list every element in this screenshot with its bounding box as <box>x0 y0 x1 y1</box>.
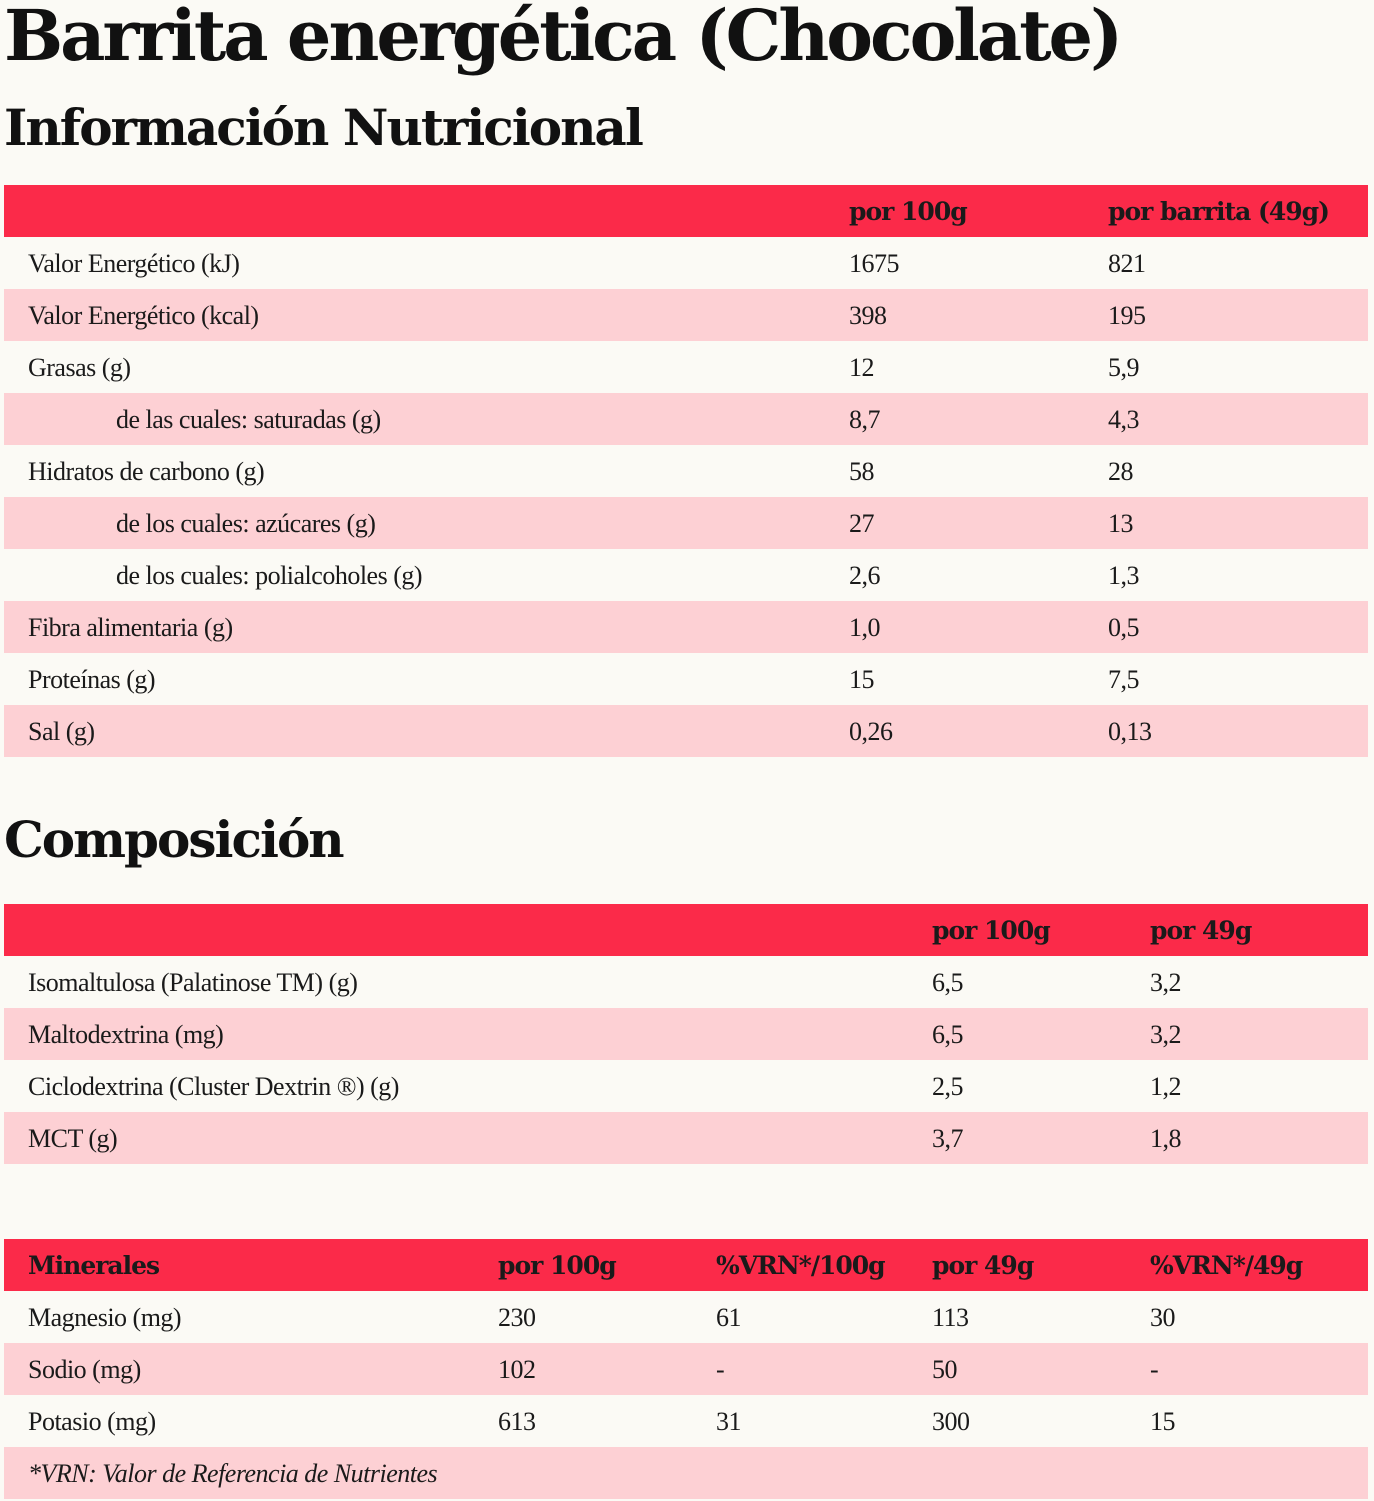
table-row: Isomaltulosa (Palatinose TM) (g) 6,5 3,2 <box>4 956 1368 1008</box>
row-per-bar: 5,9 <box>1108 353 1140 382</box>
header-per-bar: por barrita (49g) <box>1108 197 1330 226</box>
table-row: de las cuales: saturadas (g) 8,7 4,3 <box>4 393 1368 445</box>
row-label: MCT (g) <box>28 1124 118 1153</box>
row-vrn49: 15 <box>1150 1407 1176 1436</box>
row-per49: 50 <box>932 1355 958 1384</box>
row-per-bar: 28 <box>1108 457 1134 486</box>
row-per100: 3,7 <box>932 1124 964 1153</box>
row-vrn49: 30 <box>1150 1303 1176 1332</box>
row-label: Isomaltulosa (Palatinose TM) (g) <box>28 968 358 997</box>
table-row: Valor Energético (kJ) 1675 821 <box>4 237 1368 289</box>
table-row: Proteínas (g) 15 7,5 <box>4 653 1368 705</box>
composition-heading: Composición <box>4 810 345 869</box>
row-per-bar: 4,3 <box>1108 405 1140 434</box>
row-label: de las cuales: saturadas (g) <box>116 405 381 434</box>
footnote: *VRN: Valor de Referencia de Nutrientes <box>28 1459 438 1488</box>
row-per100: 6,5 <box>932 968 964 997</box>
row-per49: 3,2 <box>1150 968 1182 997</box>
row-label: Proteínas (g) <box>28 665 156 694</box>
row-label: Ciclodextrina (Cluster Dextrin ®) (g) <box>28 1072 399 1101</box>
row-per100: 12 <box>849 353 875 382</box>
row-per-bar: 0,5 <box>1108 613 1140 642</box>
table-row: Maltodextrina (mg) 6,5 3,2 <box>4 1008 1368 1060</box>
row-label: Potasio (mg) <box>28 1407 156 1436</box>
nutrition-table: por 100g por barrita (49g) Valor Energét… <box>4 185 1368 757</box>
row-per100: 8,7 <box>849 405 881 434</box>
row-per100: 2,6 <box>849 561 881 590</box>
table-row: Hidratos de carbono (g) 58 28 <box>4 445 1368 497</box>
header-vrn100: %VRN*/100g <box>716 1251 886 1280</box>
row-label: Grasas (g) <box>28 353 131 382</box>
row-per100: 230 <box>498 1303 536 1332</box>
row-per100: 15 <box>849 665 875 694</box>
row-per49: 1,8 <box>1150 1124 1182 1153</box>
table-row: Potasio (mg) 613 31 300 15 <box>4 1395 1368 1447</box>
row-label: de los cuales: azúcares (g) <box>116 509 376 538</box>
row-label: de los cuales: polialcoholes (g) <box>116 561 423 590</box>
row-per100: 58 <box>849 457 875 486</box>
composition-header-row: por 100g por 49g <box>4 904 1368 956</box>
row-vrn100: - <box>716 1355 725 1384</box>
row-per-bar: 1,3 <box>1108 561 1140 590</box>
nutrition-heading: Información Nutricional <box>4 98 644 157</box>
row-per-bar: 13 <box>1108 509 1134 538</box>
footnote-row: *VRN: Valor de Referencia de Nutrientes <box>4 1447 1368 1499</box>
row-label: Fibra alimentaria (g) <box>28 613 233 642</box>
row-per-bar: 7,5 <box>1108 665 1140 694</box>
row-label: Magnesio (mg) <box>28 1303 182 1332</box>
header-minerals: Minerales <box>28 1251 160 1280</box>
row-vrn100: 61 <box>716 1303 742 1332</box>
table-row: Ciclodextrina (Cluster Dextrin ®) (g) 2,… <box>4 1060 1368 1112</box>
row-per100: 2,5 <box>932 1072 964 1101</box>
nutrition-header-row: por 100g por barrita (49g) <box>4 185 1368 237</box>
minerals-table: Minerales por 100g %VRN*/100g por 49g %V… <box>4 1239 1368 1499</box>
row-label: Sodio (mg) <box>28 1355 141 1384</box>
page-title: Barrita energética (Chocolate) <box>4 0 1123 77</box>
row-per100: 1675 <box>849 249 900 278</box>
table-row: de los cuales: azúcares (g) 27 13 <box>4 497 1368 549</box>
row-per-bar: 195 <box>1108 301 1146 330</box>
header-per100: por 100g <box>498 1251 617 1280</box>
row-per49: 300 <box>932 1407 970 1436</box>
row-per100: 398 <box>849 301 887 330</box>
header-per49: por 49g <box>932 1251 1034 1280</box>
table-row: Valor Energético (kcal) 398 195 <box>4 289 1368 341</box>
table-row: Magnesio (mg) 230 61 113 30 <box>4 1291 1368 1343</box>
row-per100: 0,26 <box>849 717 893 746</box>
row-per49: 113 <box>932 1303 969 1332</box>
header-per100: por 100g <box>849 197 968 226</box>
table-row: Sodio (mg) 102 - 50 - <box>4 1343 1368 1395</box>
row-label: Valor Energético (kJ) <box>28 249 240 278</box>
table-row: Fibra alimentaria (g) 1,0 0,5 <box>4 601 1368 653</box>
row-label: Sal (g) <box>28 717 95 746</box>
row-vrn100: 31 <box>716 1407 742 1436</box>
table-row: MCT (g) 3,7 1,8 <box>4 1112 1368 1164</box>
row-per100: 613 <box>498 1407 536 1436</box>
row-per100: 1,0 <box>849 613 881 642</box>
header-vrn49: %VRN*/49g <box>1150 1251 1303 1280</box>
row-vrn49: - <box>1150 1355 1159 1384</box>
row-label: Hidratos de carbono (g) <box>28 457 265 486</box>
row-label: Valor Energético (kcal) <box>28 301 259 330</box>
row-per100: 27 <box>849 509 875 538</box>
header-per100: por 100g <box>932 916 1051 945</box>
row-per49: 1,2 <box>1150 1072 1182 1101</box>
row-per49: 3,2 <box>1150 1020 1182 1049</box>
composition-table: por 100g por 49g Isomaltulosa (Palatinos… <box>4 904 1368 1164</box>
row-label: Maltodextrina (mg) <box>28 1020 224 1049</box>
table-row: de los cuales: polialcoholes (g) 2,6 1,3 <box>4 549 1368 601</box>
table-row: Grasas (g) 12 5,9 <box>4 341 1368 393</box>
table-row: Sal (g) 0,26 0,13 <box>4 705 1368 757</box>
header-per49: por 49g <box>1150 916 1252 945</box>
row-per-bar: 821 <box>1108 249 1146 278</box>
row-per100: 6,5 <box>932 1020 964 1049</box>
minerals-header-row: Minerales por 100g %VRN*/100g por 49g %V… <box>4 1239 1368 1291</box>
row-per100: 102 <box>498 1355 536 1384</box>
row-per-bar: 0,13 <box>1108 717 1152 746</box>
